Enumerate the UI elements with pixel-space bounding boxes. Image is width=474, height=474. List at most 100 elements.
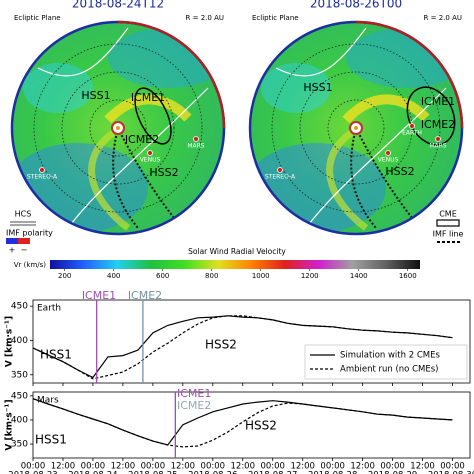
decoration — [305, 87, 447, 229]
event-label: ICME2 — [128, 289, 162, 302]
map-label: HSS2 — [385, 165, 414, 178]
decoration — [261, 63, 331, 113]
plot-frame — [32, 299, 471, 384]
colorbar-label: Vr (km/s) — [14, 261, 47, 269]
colorbar — [50, 260, 420, 269]
decoration — [108, 28, 224, 88]
colorbar-tick-label: 1400 — [350, 272, 368, 280]
map-plane: Ecliptic Plane — [14, 14, 61, 22]
decoration — [436, 219, 460, 227]
colorbar-tick-label: 1600 — [399, 272, 417, 280]
x-tick-label: 00:00 — [440, 462, 465, 472]
line — [32, 315, 453, 379]
decoration — [104, 94, 192, 124]
legend-label: − — [21, 246, 28, 255]
decoration — [342, 94, 430, 124]
map-label: HSS1 — [303, 81, 332, 94]
legend-label: CME — [439, 210, 457, 219]
decoration — [67, 87, 209, 229]
event-label: ICME2 — [177, 399, 211, 412]
legend-label: IMF line — [433, 230, 464, 239]
x-tick-date: 2018-08-25 — [128, 471, 177, 474]
y-tick-label: 400 — [11, 415, 28, 425]
annotation: HSS2 — [205, 338, 237, 352]
map-label: STEREO-A — [265, 174, 296, 181]
x-tick-label: 00:00 — [21, 462, 46, 472]
x-tick-label: 00:00 — [81, 462, 106, 472]
decoration — [37, 27, 129, 77]
decoration — [112, 127, 139, 229]
legend-label: Simulation with 2 CMEs — [340, 351, 440, 361]
x-tick-date: 2018-08-24 — [68, 471, 117, 474]
x-tick-date: 2018-08-26 — [188, 471, 237, 474]
x-tick-date: 2018-08-23 — [8, 471, 57, 474]
map-title: 2018-08-24T12 — [72, 0, 164, 11]
decoration — [89, 99, 147, 157]
colorbar-tick-label: 1000 — [252, 272, 270, 280]
panel-title: Mars — [37, 396, 59, 406]
x-tick-label: 12:00 — [51, 462, 76, 472]
y-tick-label: 350 — [11, 440, 28, 450]
x-tick-label: 00:00 — [260, 462, 285, 472]
colorbar-title: Solar Wind Radial Velocity — [188, 247, 286, 256]
x-tick-label: 12:00 — [111, 462, 136, 472]
map-label: HSS2 — [149, 166, 178, 179]
y-axis-label: V [km·s⁻¹] — [5, 316, 15, 367]
decoration — [250, 143, 386, 233]
x-tick-date: 2018-08-28 — [308, 471, 357, 474]
decoration — [18, 238, 30, 244]
decoration — [117, 20, 226, 129]
line — [32, 398, 453, 446]
panel-title: Earth — [37, 304, 61, 314]
line — [32, 315, 453, 380]
colorbar-tick-label: 800 — [205, 272, 218, 280]
decoration — [435, 136, 441, 142]
decoration — [327, 99, 385, 157]
map-radius: R = 2.0 AU — [424, 14, 462, 22]
map-label: VENUS — [140, 157, 161, 164]
x-tick-label: 00:00 — [141, 462, 166, 472]
map-label: EARTH — [402, 130, 422, 137]
decoration — [275, 27, 367, 77]
decoration — [385, 150, 391, 156]
event-label: ICME1 — [177, 387, 211, 400]
decoration — [134, 87, 172, 145]
map-label: ICME1 — [421, 95, 455, 108]
decoration — [271, 43, 441, 213]
decoration — [277, 167, 283, 173]
map-label: STEREO-A — [27, 174, 58, 181]
map-radius: R = 2.0 AU — [186, 14, 224, 22]
colorbar-tick-label: 400 — [107, 272, 120, 280]
decoration — [346, 28, 462, 88]
decoration — [23, 63, 93, 113]
legend-label: HCS — [15, 210, 32, 219]
decoration — [33, 43, 203, 213]
x-tick-label: 12:00 — [290, 462, 315, 472]
decoration — [354, 126, 358, 130]
x-tick-label: 12:00 — [231, 462, 256, 472]
plot-frame — [32, 391, 471, 459]
x-tick-date: 2018-08-30 — [428, 471, 474, 474]
map-label: MARS — [429, 143, 446, 150]
x-tick-date: 2018-08-29 — [368, 471, 417, 474]
line — [32, 398, 453, 448]
annotation: HSS2 — [245, 419, 277, 433]
x-tick-label: 12:00 — [171, 462, 196, 472]
legend-box — [304, 344, 468, 380]
decoration — [355, 20, 464, 129]
x-tick-label: 12:00 — [410, 462, 435, 472]
colorbar-tick-label: 600 — [156, 272, 169, 280]
y-tick-label: 450 — [11, 302, 28, 312]
map-plane: Ecliptic Plane — [252, 14, 299, 22]
map-label: HSS1 — [81, 89, 110, 102]
map-label: ICME2 — [421, 118, 455, 131]
y-tick-label: 400 — [11, 336, 28, 346]
annotation: HSS1 — [40, 348, 72, 362]
legend-label: + — [9, 246, 16, 255]
annotation: HSS1 — [35, 433, 67, 447]
event-label: ICME1 — [82, 289, 116, 302]
decoration — [12, 143, 148, 233]
x-tick-label: 12:00 — [350, 462, 375, 472]
decoration — [326, 130, 369, 231]
